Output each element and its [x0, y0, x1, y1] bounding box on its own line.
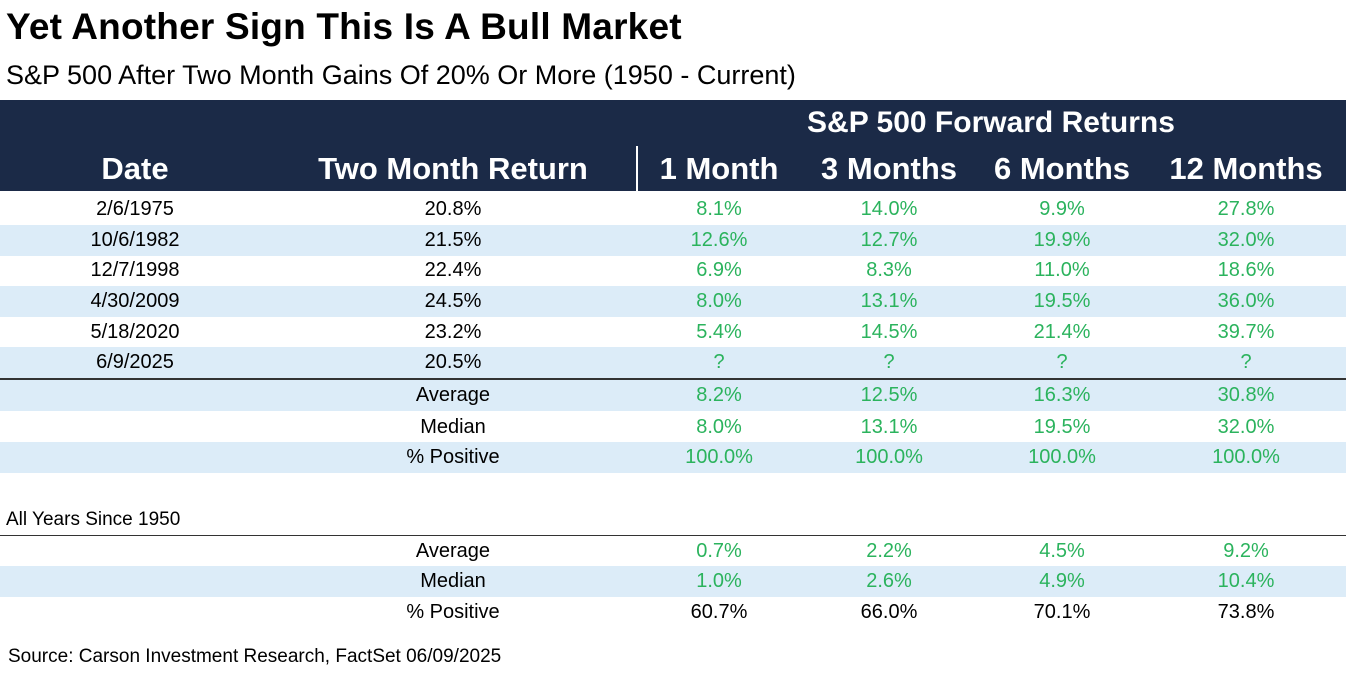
summary-separator: [0, 378, 1346, 380]
table-cell: 5.4%: [696, 321, 742, 343]
table-cell: 100.0%: [1212, 446, 1280, 468]
table-cell: ?: [1056, 351, 1068, 373]
table-cell: 8.1%: [696, 198, 742, 220]
table-row: 2/6/1975 20.8% 8.1% 14.0% 9.9% 27.8%: [0, 194, 1346, 225]
table-cell: 70.1%: [1033, 601, 1091, 623]
table-cell: 9.2%: [1223, 540, 1269, 562]
header-divider: [636, 146, 638, 191]
table-cell: 100.0%: [1028, 446, 1096, 468]
table-cell: 32.0%: [1217, 229, 1275, 251]
table-cell: 8.0%: [696, 416, 742, 438]
table-row: 5/18/2020 23.2% 5.4% 14.5% 21.4% 39.7%: [0, 317, 1346, 348]
table-cell: ?: [713, 351, 725, 373]
table-cell: 4/30/2009: [90, 290, 180, 312]
table-cell: 22.4%: [424, 259, 482, 281]
table-cell: 19.9%: [1033, 229, 1091, 251]
header-band: [0, 100, 1346, 146]
table-cell: 14.0%: [860, 198, 918, 220]
forward-returns-header: S&P 500 Forward Returns: [807, 106, 1175, 139]
header-right-bg: [638, 146, 1346, 191]
col-header-6m: 6 Months: [993, 151, 1131, 186]
table-cell: 9.9%: [1039, 198, 1085, 220]
all-years-label: All Years Since 1950: [6, 509, 181, 530]
table-cell: 12.5%: [860, 384, 918, 406]
chart-subtitle: S&P 500 After Two Month Gains Of 20% Or …: [6, 60, 796, 90]
table-cell: 4.5%: [1039, 540, 1085, 562]
table-cell: Average: [415, 384, 491, 406]
table-cell: 2.6%: [866, 570, 912, 592]
table-cell: 100.0%: [855, 446, 923, 468]
col-header-3m: 3 Months: [820, 151, 958, 186]
table-cell: Average: [415, 540, 491, 562]
table-cell: 23.2%: [424, 321, 482, 343]
table-cell: 12/7/1998: [90, 259, 180, 281]
table-cell: 16.3%: [1033, 384, 1091, 406]
table-cell: 19.5%: [1033, 416, 1091, 438]
col-header-two-month: Two Month Return: [318, 151, 588, 186]
source-note: Source: Carson Investment Research, Fact…: [8, 646, 502, 667]
table-cell: 13.1%: [860, 416, 918, 438]
all-years-separator: [0, 535, 1346, 536]
table-cell: 14.5%: [860, 321, 918, 343]
table-cell: 73.8%: [1217, 601, 1275, 623]
col-header-1m: 1 Month: [659, 151, 779, 186]
table-cell: 8.0%: [696, 290, 742, 312]
table-cell: Median: [420, 416, 486, 438]
table-cell: 21.4%: [1033, 321, 1091, 343]
table-row: 6/9/2025 20.5%????: [0, 347, 1346, 378]
col-header-date: Date: [101, 151, 169, 186]
table-cell: 4.9%: [1039, 570, 1085, 592]
table-cell: 8.3%: [866, 259, 912, 281]
table-cell: ?: [1240, 351, 1252, 373]
table-cell: 8.2%: [696, 384, 742, 406]
table-cell: Median: [420, 570, 486, 592]
table-cell: 12.6%: [690, 229, 748, 251]
table-cell: % Positive: [406, 601, 500, 623]
table-row: 4/30/2009 24.5% 8.0% 13.1% 19.5% 36.0%: [0, 286, 1346, 317]
table-cell: 2/6/1975: [96, 198, 174, 220]
table-cell: 36.0%: [1217, 290, 1275, 312]
chart-title: Yet Another Sign This Is A Bull Market: [6, 6, 682, 47]
table-cell: 1.0%: [696, 570, 742, 592]
table-cell: 18.6%: [1217, 259, 1275, 281]
column-header-row: Date Two Month Return 1 Month 3 Months 6…: [0, 146, 1346, 191]
table-row: 12/7/1998 22.4% 6.9% 8.3% 11.0% 18.6%: [0, 255, 1346, 286]
table-cell: 24.5%: [424, 290, 482, 312]
table-cell: 21.5%: [424, 229, 482, 251]
table-cell: 10.4%: [1217, 570, 1275, 592]
table-cell: 0.7%: [696, 540, 742, 562]
table-cell: 6/9/2025: [96, 351, 174, 373]
table-cell: 20.5%: [424, 351, 482, 373]
table-cell: 11.0%: [1034, 259, 1090, 281]
table-cell: % Positive: [406, 446, 500, 468]
col-header-12m: 12 Months: [1169, 151, 1323, 186]
table-cell: 10/6/1982: [90, 229, 180, 251]
table-cell: 6.9%: [696, 259, 742, 281]
table-cell: 60.7%: [690, 601, 748, 623]
table-cell: 13.1%: [860, 290, 918, 312]
table-cell: 5/18/2020: [90, 321, 180, 343]
table-cell: 100.0%: [685, 446, 753, 468]
table-cell: 20.8%: [424, 198, 482, 220]
summary-row: Average 8.2% 12.5% 16.3% 30.8%: [0, 380, 1346, 411]
all-years-row: Median 1.0% 2.6% 4.9% 10.4%: [0, 566, 1346, 597]
table-cell: 2.2%: [866, 540, 912, 562]
table-cell: 39.7%: [1217, 321, 1275, 343]
table-cell: ?: [883, 351, 895, 373]
table-row: 10/6/1982 21.5% 12.6% 12.7% 19.9% 32.0%: [0, 225, 1346, 256]
table-cell: 12.7%: [860, 229, 918, 251]
table-cell: 32.0%: [1217, 416, 1275, 438]
header-left-bg: [0, 146, 636, 191]
table-cell: 19.5%: [1033, 290, 1091, 312]
all-years-row: % Positive 60.7% 66.0% 70.1% 73.8%: [0, 597, 1346, 628]
table-cell: 27.8%: [1217, 198, 1275, 220]
table-cell: 66.0%: [860, 601, 918, 623]
summary-row: Median 8.0% 13.1% 19.5% 32.0%: [0, 412, 1346, 443]
all-years-row: Average 0.7% 2.2% 4.5% 9.2%: [0, 536, 1346, 567]
summary-row: % Positive 100.0% 100.0% 100.0% 100.0%: [0, 442, 1346, 473]
table-cell: 30.8%: [1217, 384, 1275, 406]
